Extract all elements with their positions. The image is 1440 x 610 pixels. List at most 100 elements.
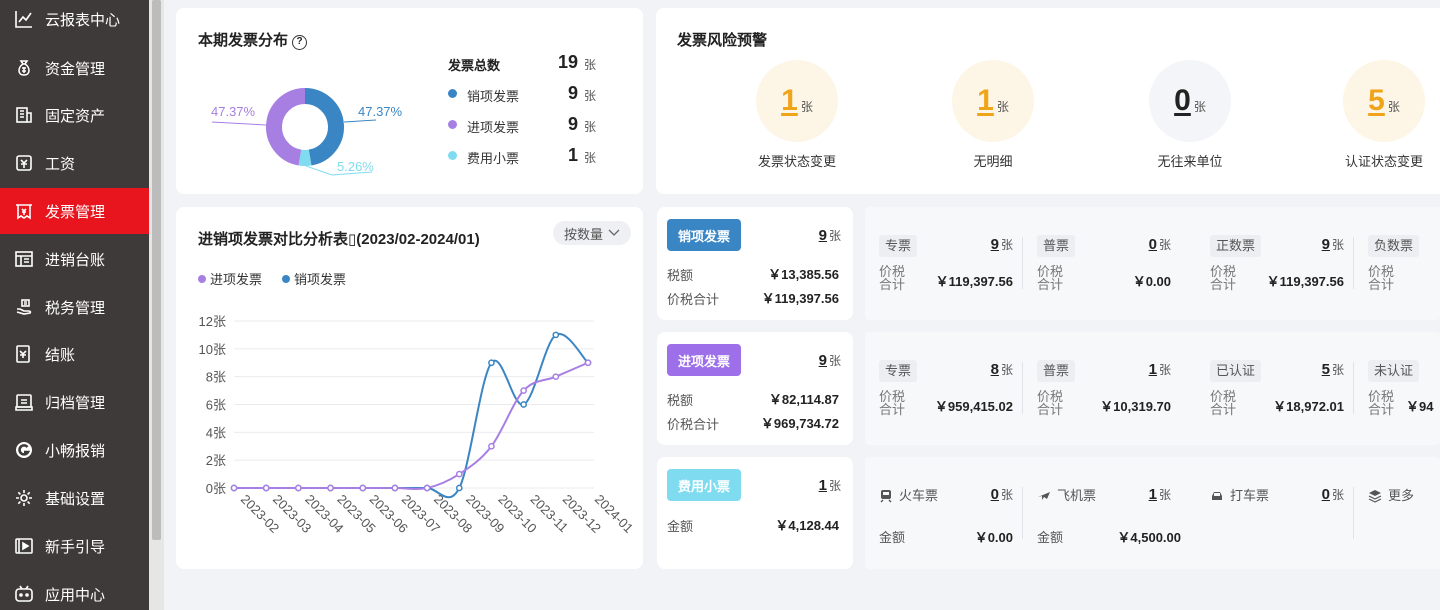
archive-icon: [14, 392, 34, 412]
purchase-invoice-badge[interactable]: 进项发票: [667, 344, 741, 376]
sub-label: 金额: [1037, 530, 1064, 545]
sidebar-item-settings[interactable]: 基础设置: [0, 475, 149, 521]
data-point[interactable]: [520, 387, 527, 394]
donut-slice-2[interactable]: [266, 88, 306, 166]
data-point[interactable]: [327, 484, 334, 492]
sub-tag: 打车票: [1210, 485, 1269, 507]
expense-receipt-badge[interactable]: 费用小票: [667, 469, 741, 501]
data-point[interactable]: [262, 484, 270, 492]
sidebar-item-report-center[interactable]: 云报表中心: [0, 0, 149, 42]
unit: 张: [1193, 99, 1206, 114]
data-point[interactable]: [295, 484, 302, 492]
analysis-chart-card: 进销项发票对比分析表▯(2023/02-2024/01) 按数量 进项发票 销项…: [176, 207, 643, 569]
data-point[interactable]: [391, 484, 399, 492]
sidebar-item-tax[interactable]: 税务管理: [0, 284, 149, 330]
sidebar-item-archive[interactable]: 归档管理: [0, 379, 149, 425]
help-icon[interactable]: ?: [292, 35, 308, 50]
sidebar-item-invoice-management[interactable]: 发票管理: [0, 188, 149, 234]
sidebar-item-reimburse[interactable]: 小畅报销: [0, 427, 149, 473]
sidebar-item-ledger[interactable]: 进销台账: [0, 236, 149, 282]
sidebar-item-salary[interactable]: 工资: [0, 140, 149, 186]
sub-more[interactable]: 更多: [1354, 457, 1440, 569]
series-line-1: [234, 361, 589, 491]
train-icon: [880, 490, 892, 503]
sidebar-item-funds[interactable]: 资金管理: [0, 45, 149, 91]
data-point[interactable]: [359, 484, 367, 492]
data-point[interactable]: [423, 484, 431, 492]
sub-tag: 火车票: [879, 485, 938, 507]
risk-value[interactable]: 5: [1368, 84, 1385, 117]
sidebar-item-checkout[interactable]: 结账: [0, 331, 149, 377]
data-point[interactable]: [584, 359, 592, 367]
sub-tag[interactable]: 更多: [1368, 485, 1414, 507]
sub-tag: 已认证: [1210, 360, 1262, 382]
sidebar-scrollbar[interactable]: [149, 0, 164, 610]
data-point[interactable]: [455, 470, 463, 478]
sort-by-dropdown[interactable]: 按数量: [553, 221, 631, 245]
legend-sales[interactable]: 销项发票: [282, 269, 346, 288]
data-point[interactable]: [488, 442, 495, 450]
sidebar-item-label: 进销台账: [45, 251, 106, 269]
sales-invoice-badge[interactable]: 销项发票: [667, 219, 741, 251]
risk-label: 无往来单位: [1157, 154, 1223, 169]
risk-value[interactable]: 0: [1174, 84, 1191, 117]
scrollbar-thumb[interactable]: [152, 0, 161, 540]
sub-negative[interactable]: 负数票 价税合计: [1354, 207, 1440, 320]
data-point[interactable]: [520, 401, 527, 408]
data-point[interactable]: [455, 484, 463, 492]
legend-purchase[interactable]: 进项发票: [198, 269, 262, 288]
tax-amount-row: 税额 ￥13,385.56: [667, 267, 839, 283]
data-point[interactable]: [488, 359, 495, 367]
tax-hand-icon: [14, 297, 34, 317]
sidebar-item-label: 资金管理: [45, 60, 106, 78]
data-point[interactable]: [552, 331, 560, 339]
sub-amount: ￥10,319.70: [1100, 399, 1171, 414]
sub-label: 价税合计: [1368, 264, 1395, 292]
sidebar-item-guide[interactable]: 新手引导: [0, 523, 149, 569]
sidebar-item-fixed-assets[interactable]: 固定资产: [0, 92, 149, 138]
data-point[interactable]: [552, 373, 560, 381]
divider: [1022, 487, 1023, 539]
data-point[interactable]: [230, 484, 238, 492]
total-row: 发票总数 19 张: [448, 52, 608, 74]
sub-uncertified[interactable]: 未认证 价税合计 ￥94: [1354, 332, 1440, 445]
sidebar-item-app-center[interactable]: 应用中心: [0, 571, 149, 610]
donut-slice-0[interactable]: [304, 88, 344, 166]
total-amount-row: 价税合计 ￥119,397.56: [667, 291, 839, 307]
risk-value[interactable]: 1: [781, 84, 798, 117]
risk-value[interactable]: 1: [977, 84, 994, 117]
y-tick-label: 2张: [206, 453, 226, 468]
